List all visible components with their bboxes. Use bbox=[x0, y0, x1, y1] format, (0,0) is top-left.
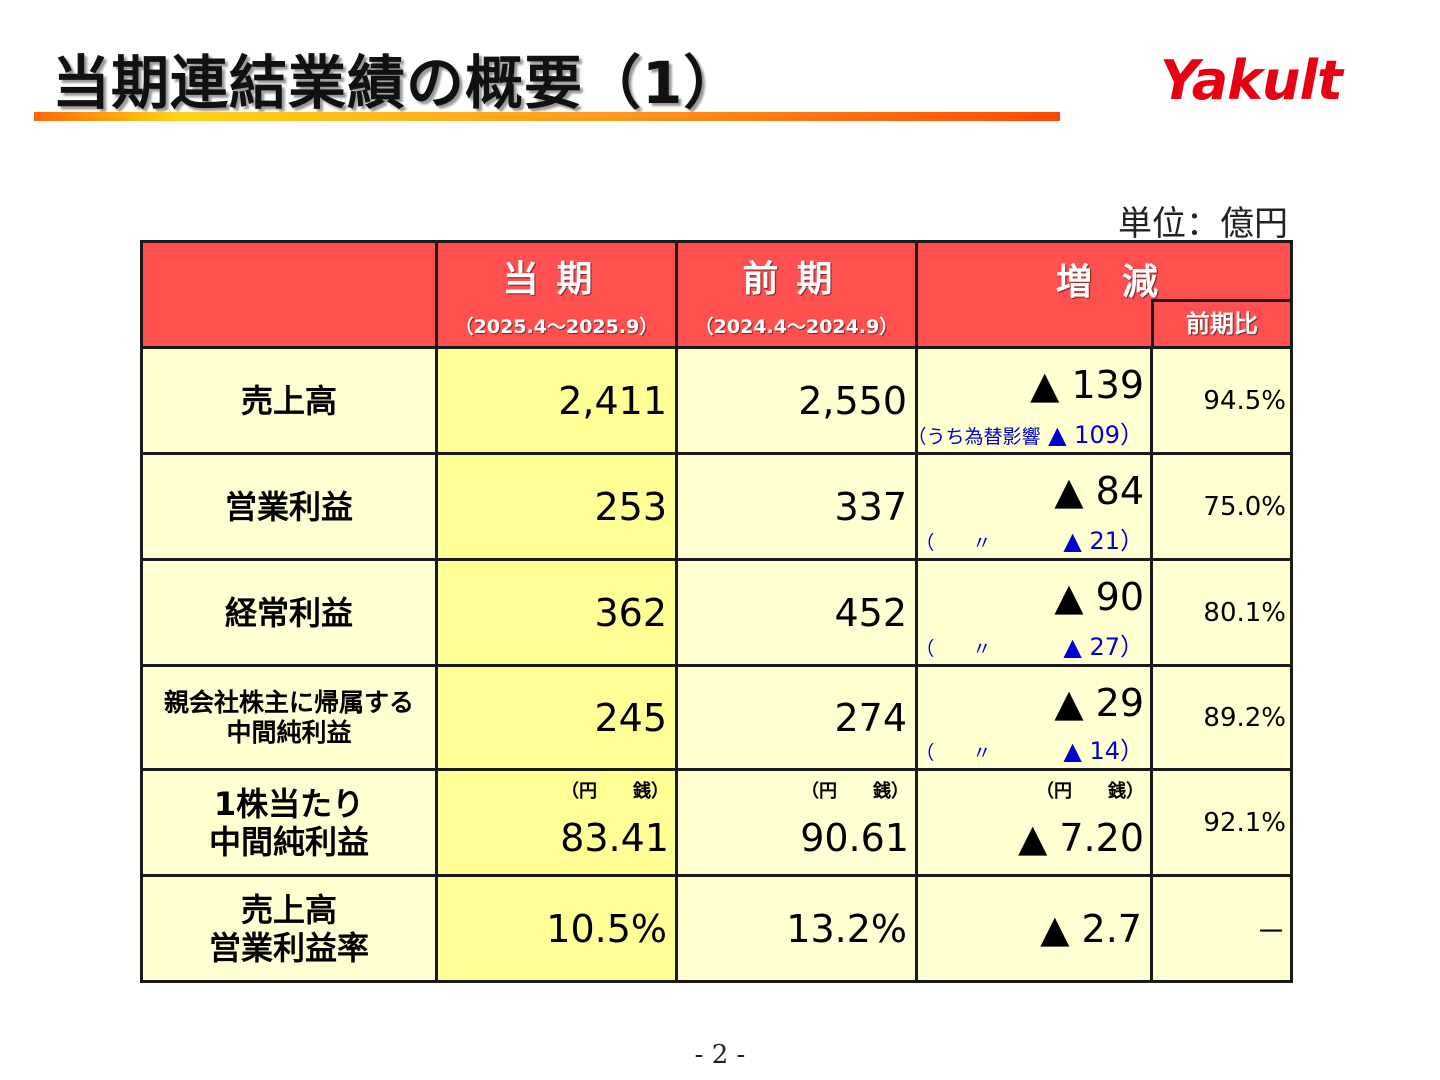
page-number: - 2 - bbox=[694, 1040, 746, 1070]
yen-sen-label: （円 銭） bbox=[1036, 781, 1144, 802]
fx-impact: （ 〃 ▲ 14） bbox=[915, 731, 1144, 766]
unit-label: 単位：億円 bbox=[1118, 204, 1288, 244]
ratio-value: － bbox=[1149, 874, 1294, 983]
fx-impact-value: ▲ 109） bbox=[1048, 421, 1144, 449]
change-value: ▲ 84 bbox=[1054, 469, 1144, 513]
row-label: 1株当たり 中間純利益 bbox=[140, 768, 438, 877]
change-cell: ▲ 139 （うち為替影響 ▲ 109） bbox=[907, 346, 1153, 455]
yakult-logo: Yakult bbox=[1160, 49, 1343, 112]
previous-value: 337 bbox=[675, 452, 918, 561]
previous-value: 452 bbox=[675, 558, 918, 667]
row-label-line2: 中間純利益 bbox=[226, 717, 352, 747]
header-current-period: （2025.4～2025.9） bbox=[454, 316, 659, 338]
previous-value: 90.61 bbox=[800, 816, 909, 860]
header-previous-title: 前期 bbox=[742, 259, 851, 300]
header-ratio: 前期比 bbox=[1151, 299, 1291, 346]
fx-impact-label: （ 〃 bbox=[915, 638, 992, 660]
previous-value-cell: （円 銭） 90.61 bbox=[675, 768, 918, 877]
row-label: 営業利益 bbox=[140, 452, 438, 561]
row-label: 経常利益 bbox=[140, 558, 438, 667]
table-row: 売上高 2,411 2,550 ▲ 139 （うち為替影響 ▲ 109） 94.… bbox=[140, 346, 1294, 455]
table-row: 親会社株主に帰属する 中間純利益 245 274 ▲ 29 （ 〃 ▲ 14） … bbox=[140, 664, 1294, 771]
fx-impact: （ 〃 ▲ 21） bbox=[915, 521, 1144, 556]
fx-impact-label: （ 〃 bbox=[915, 742, 992, 764]
header-change: 増減 前期比 bbox=[914, 240, 1294, 349]
row-label-line1: 1株当たり bbox=[213, 784, 365, 823]
fx-impact-label: （うち為替影響 bbox=[907, 426, 1041, 448]
yen-sen-label: （円 銭） bbox=[801, 781, 909, 802]
row-label-line1: 親会社株主に帰属する bbox=[163, 687, 414, 717]
ratio-value: 92.1% bbox=[1149, 768, 1294, 877]
current-value: 245 bbox=[435, 664, 678, 771]
table-row: 営業利益 253 337 ▲ 84 （ 〃 ▲ 21） 75.0% bbox=[140, 452, 1294, 561]
fx-impact: （うち為替影響 ▲ 109） bbox=[907, 415, 1144, 450]
current-value-cell: （円 銭） 83.41 bbox=[435, 768, 678, 877]
change-cell: ▲ 29 （ 〃 ▲ 14） bbox=[915, 664, 1153, 771]
header-previous: 前期 （2024.4～2024.9） bbox=[675, 240, 918, 349]
change-value: ▲ 90 bbox=[1054, 575, 1144, 619]
change-value: ▲ 139 bbox=[1030, 363, 1144, 407]
slide-title: 当期連結業績の概要（1） bbox=[52, 49, 743, 117]
change-value: ▲ 29 bbox=[1054, 681, 1144, 725]
row-label-line2: 営業利益率 bbox=[208, 928, 369, 967]
header-blank bbox=[140, 240, 438, 349]
previous-value: 13.2% bbox=[675, 874, 918, 983]
row-label-line1: 売上高 bbox=[240, 890, 337, 929]
previous-value: 2,550 bbox=[675, 346, 918, 455]
previous-value: 274 bbox=[675, 664, 918, 771]
ratio-value: 80.1% bbox=[1149, 558, 1294, 667]
fx-impact-value: ▲ 27） bbox=[1063, 633, 1144, 661]
current-value: 2,411 bbox=[435, 346, 678, 455]
row-label: 売上高 営業利益率 bbox=[140, 874, 438, 983]
change-value: ▲ 7.20 bbox=[1018, 816, 1144, 860]
ratio-value: 89.2% bbox=[1149, 664, 1294, 771]
title-underline bbox=[34, 112, 1060, 121]
table-row: 1株当たり 中間純利益 （円 銭） 83.41 （円 銭） 90.61 （円 銭… bbox=[140, 768, 1294, 877]
header-current-title: 当期 bbox=[502, 259, 611, 300]
change-cell: ▲ 90 （ 〃 ▲ 27） bbox=[915, 558, 1153, 667]
table-row: 売上高 営業利益率 10.5% 13.2% ▲ 2.7 － bbox=[140, 874, 1294, 983]
current-value: 83.41 bbox=[560, 816, 669, 860]
yen-sen-label: （円 銭） bbox=[561, 781, 669, 802]
row-label-line2: 中間純利益 bbox=[208, 822, 369, 861]
fx-impact-label: （ 〃 bbox=[915, 532, 992, 554]
header-current: 当期 （2025.4～2025.9） bbox=[435, 240, 678, 349]
header-row: 当期 （2025.4～2025.9） 前期 （2024.4～2024.9） 増減… bbox=[140, 240, 1294, 349]
ratio-value: 94.5% bbox=[1149, 346, 1294, 455]
row-label: 親会社株主に帰属する 中間純利益 bbox=[140, 664, 438, 771]
results-table: 当期 （2025.4～2025.9） 前期 （2024.4～2024.9） 増減… bbox=[140, 240, 1294, 983]
row-label: 売上高 bbox=[140, 346, 438, 455]
header-change-title: 増減 bbox=[1056, 262, 1189, 303]
current-value: 362 bbox=[435, 558, 678, 667]
table-row: 経常利益 362 452 ▲ 90 （ 〃 ▲ 27） 80.1% bbox=[140, 558, 1294, 667]
current-value: 10.5% bbox=[435, 874, 678, 983]
header-previous-period: （2024.4～2024.9） bbox=[694, 316, 899, 338]
current-value: 253 bbox=[435, 452, 678, 561]
fx-impact-value: ▲ 14） bbox=[1063, 737, 1144, 765]
ratio-value: 75.0% bbox=[1149, 452, 1294, 561]
change-cell: （円 銭） ▲ 7.20 bbox=[915, 768, 1153, 877]
change-cell: ▲ 84 （ 〃 ▲ 21） bbox=[915, 452, 1153, 561]
change-value: ▲ 2.7 bbox=[915, 874, 1153, 983]
fx-impact-value: ▲ 21） bbox=[1063, 527, 1144, 555]
fx-impact: （ 〃 ▲ 27） bbox=[915, 627, 1144, 662]
